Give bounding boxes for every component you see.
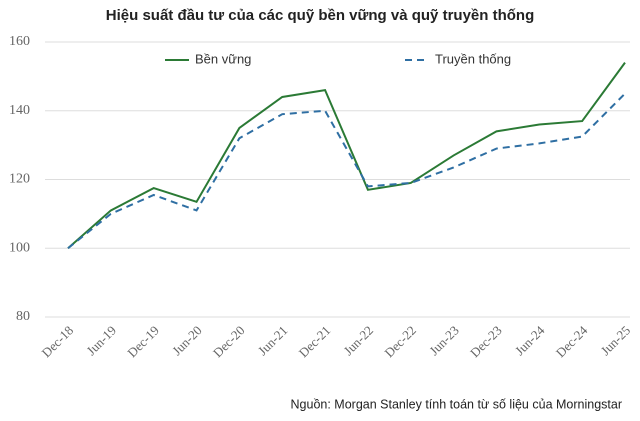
legend-label: Bền vững	[195, 51, 251, 66]
chart-title: Hiệu suất đầu tư của các quỹ bền vững và…	[106, 7, 534, 24]
y-tick-label: 140	[9, 103, 30, 118]
x-tick-label: Dec-20	[210, 323, 248, 361]
legend-label: Truyền thống	[435, 51, 511, 66]
x-tick-label: Jun-19	[83, 323, 119, 359]
x-tick-label: Jun-23	[426, 323, 462, 359]
series-line	[67, 62, 626, 249]
x-tick-label: Jun-24	[512, 322, 548, 358]
y-tick-label: 120	[9, 172, 30, 187]
x-tick-label: Dec-23	[467, 323, 505, 361]
y-tick-label: 80	[16, 309, 30, 324]
x-tick-label: Dec-19	[124, 323, 162, 361]
x-tick-label: Jun-25	[598, 323, 634, 359]
series-line	[67, 92, 626, 250]
x-tick-label: Dec-21	[296, 323, 334, 361]
x-tick-label: Dec-18	[39, 323, 77, 361]
x-tick-label: Jun-20	[169, 323, 205, 359]
x-tick-label: Jun-22	[341, 323, 377, 359]
x-tick-label: Dec-22	[381, 323, 419, 361]
y-tick-label: 100	[9, 240, 30, 255]
source: Nguồn: Morgan Stanley tính toán từ số li…	[291, 397, 622, 411]
x-tick-label: Jun-21	[255, 323, 291, 359]
x-tick-label: Dec-24	[553, 322, 591, 360]
y-tick-label: 160	[9, 34, 30, 49]
